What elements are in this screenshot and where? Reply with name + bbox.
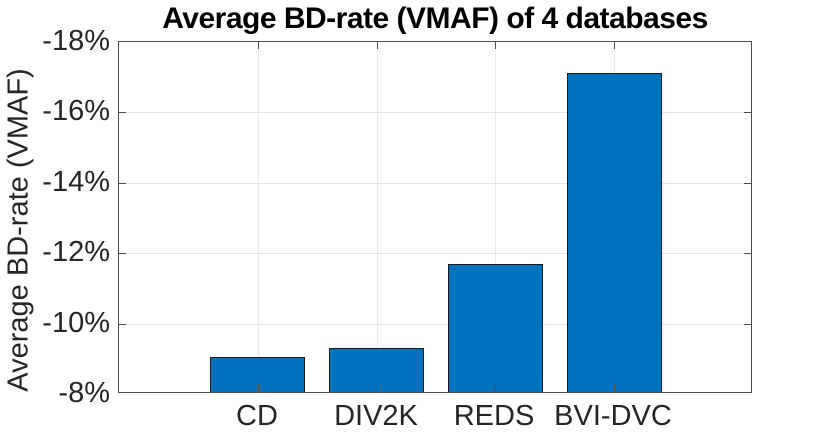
x-tick-label-bvi-dvc: BVI-DVC: [554, 400, 672, 432]
y-tick-mark-right: [744, 324, 751, 325]
y-tick-mark-right: [744, 253, 751, 254]
y-tick-label: -10%: [42, 307, 110, 339]
gridline-vertical: [495, 42, 496, 392]
bar-reds: [448, 264, 543, 392]
gridline-horizontal: [119, 324, 751, 325]
y-tick-label: -8%: [58, 377, 110, 409]
x-tick-mark-bottom: [495, 385, 496, 392]
plot-area: [118, 41, 752, 393]
gridline-horizontal: [119, 183, 751, 184]
y-tick-labels: -8% -10% -12% -14% -16% -18%: [0, 27, 110, 408]
x-tick-mark-top: [495, 42, 496, 49]
y-tick-mark-left: [119, 183, 126, 184]
x-tick-label-div2k: DIV2K: [334, 400, 418, 432]
x-tick-mark-top: [258, 42, 259, 49]
bar-div2k: [329, 348, 424, 392]
y-tick-label: -18%: [42, 25, 110, 57]
y-tick-mark-left: [119, 253, 126, 254]
y-tick-label: -14%: [42, 166, 110, 198]
bar-cd: [210, 357, 305, 392]
x-tick-label-reds: REDS: [453, 400, 535, 432]
y-tick-mark-left: [119, 112, 126, 113]
x-tick-mark-top: [614, 42, 615, 49]
gridline-vertical: [258, 42, 259, 392]
x-tick-label-cd: CD: [236, 400, 278, 432]
x-tick-mark-bottom: [258, 385, 259, 392]
x-tick-labels: CD DIV2K REDS BVI-DVC: [118, 400, 752, 441]
gridline-vertical: [377, 42, 378, 392]
y-tick-label: -12%: [42, 236, 110, 268]
x-tick-mark-bottom: [377, 385, 378, 392]
chart-title: Average BD-rate (VMAF) of 4 databases: [162, 2, 708, 35]
x-tick-mark-bottom: [614, 385, 615, 392]
gridline-horizontal: [119, 112, 751, 113]
y-tick-mark-left: [119, 324, 126, 325]
x-tick-mark-top: [377, 42, 378, 49]
y-tick-mark-right: [744, 183, 751, 184]
y-tick-mark-right: [744, 112, 751, 113]
bar-bvi-dvc: [567, 73, 662, 392]
y-tick-label: -16%: [42, 95, 110, 127]
gridline-horizontal: [119, 253, 751, 254]
